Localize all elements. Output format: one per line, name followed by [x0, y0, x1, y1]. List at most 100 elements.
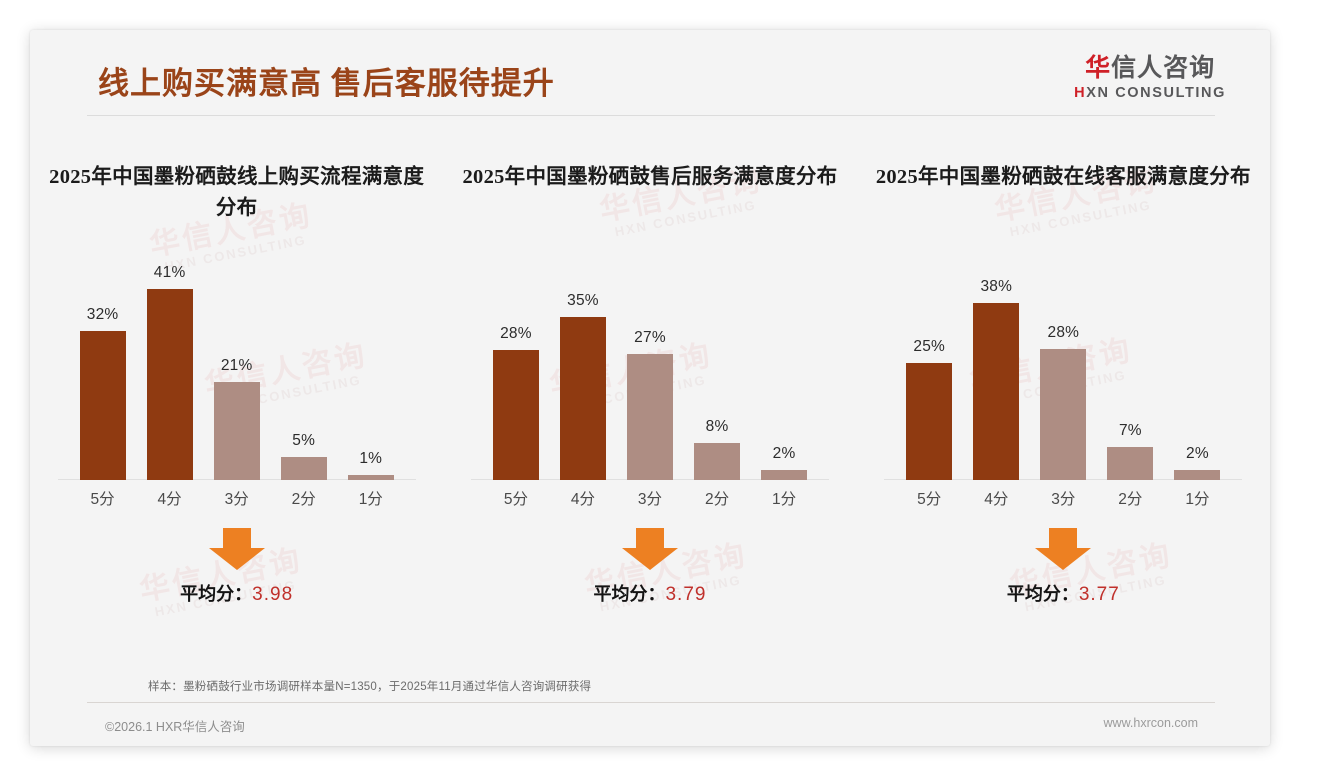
bar-chart: 32% 5分 41% 4分 21% 3分 5% [42, 244, 431, 514]
bar-value-label: 41% [153, 264, 186, 281]
bar-chart: 25% 5分 38% 4分 28% 3分 7% [869, 244, 1258, 514]
bar-value-label: 35% [567, 292, 599, 309]
average-score: 平均分：3.79 [593, 580, 706, 606]
bar-category-label: 1分 [1185, 491, 1210, 508]
bar-value-label: 2% [1186, 445, 1209, 462]
average-value: 3.98 [252, 584, 294, 605]
bar-value-label: 27% [634, 329, 666, 346]
chart-panel-online-service: 2025年中国墨粉硒鼓在线客服满意度分布 25% 5分 38% 4分 [857, 126, 1270, 646]
bar-series: 25% 5分 38% 4分 28% 3分 7% [900, 244, 1227, 508]
slide-header: 线上购买满意高 售后客服待提升 华信人咨询 HXN CONSULTING [30, 30, 1270, 116]
bar-series: 28% 5分 35% 4分 27% 3分 8% [486, 244, 814, 508]
arrow-down-icon [208, 528, 265, 570]
bar-category-label: 5分 [917, 491, 942, 508]
bar-rect[interactable] [694, 443, 741, 480]
bar-item[interactable]: 35% 4分 [554, 244, 613, 508]
average-block: 平均分：3.77 [869, 528, 1258, 620]
average-score: 平均分：3.77 [1007, 580, 1120, 606]
logo-cn-highlight: 华 [1085, 55, 1112, 82]
average-value: 3.77 [1078, 584, 1120, 605]
average-value: 3.79 [665, 584, 707, 605]
logo-chinese-text: 华信人咨询 [1074, 56, 1226, 81]
footer-divider [87, 702, 1215, 703]
bar-rect[interactable] [347, 475, 394, 480]
slide: 线上购买满意高 售后客服待提升 华信人咨询 HXN CONSULTING 华信人… [30, 30, 1270, 746]
bar-value-label: 2% [772, 445, 796, 462]
bar-category-label: 1分 [358, 491, 383, 508]
logo-en-highlight: H [1074, 85, 1087, 101]
bar-category-label: 5分 [503, 491, 528, 508]
bar-rect[interactable] [1040, 349, 1087, 480]
average-block: 平均分：3.79 [455, 528, 844, 620]
bar-rect[interactable] [906, 363, 953, 480]
bar-item[interactable]: 27% 3分 [621, 244, 680, 508]
bar-category-label: 3分 [1051, 491, 1076, 508]
bar-rect[interactable] [280, 457, 327, 480]
bar-category-label: 2分 [704, 491, 730, 508]
bar-item[interactable]: 21% 3分 [207, 244, 266, 508]
bar-category-label: 2分 [1118, 491, 1143, 508]
bar-item[interactable]: 32% 5分 [73, 244, 132, 508]
bar-rect[interactable] [1174, 470, 1221, 480]
chart-title: 2025年中国墨粉硒鼓在线客服满意度分布 [875, 166, 1251, 188]
bar-category-label: 2分 [291, 491, 316, 508]
bar-item[interactable]: 7% 2分 [1101, 244, 1160, 508]
arrow-down-icon [1035, 528, 1092, 570]
chart-title: 2025年中国墨粉硒鼓售后服务满意度分布 [462, 166, 838, 188]
logo-cn-rest: 信人咨询 [1111, 55, 1216, 82]
bar-item[interactable]: 25% 5分 [900, 244, 959, 508]
bar-rect[interactable] [761, 470, 808, 480]
bar-rect[interactable] [79, 331, 126, 480]
bar-item[interactable]: 28% 5分 [486, 244, 545, 508]
bar-rect[interactable] [559, 317, 606, 480]
bar-item[interactable]: 28% 3分 [1034, 244, 1093, 508]
bar-rect[interactable] [146, 289, 193, 480]
average-label: 平均分： [593, 584, 666, 604]
bar-value-label: 7% [1118, 422, 1142, 439]
bar-value-label: 32% [86, 306, 119, 323]
bar-rect[interactable] [492, 350, 539, 480]
bar-category-label: 3分 [637, 491, 663, 508]
company-logo: 华信人咨询 HXN CONSULTING [1074, 56, 1226, 101]
bar-rect[interactable] [1107, 447, 1154, 480]
sample-note: 样本：墨粉硒鼓行业市场调研样本量N=1350，于2025年11月通过华信人咨询调… [148, 681, 592, 693]
chart-title: 2025年中国墨粉硒鼓线上购买流程满意度分布 [49, 166, 425, 219]
chart-panel-online-purchase: 2025年中国墨粉硒鼓线上购买流程满意度分布 32% 5分 41% 4分 [30, 126, 443, 646]
bar-rect[interactable] [973, 303, 1020, 480]
bar-item[interactable]: 2% 1分 [755, 244, 814, 508]
bar-value-label: 25% [913, 338, 946, 355]
average-block: 平均分：3.98 [42, 528, 431, 620]
website-url: www.hxrcon.com [1103, 716, 1198, 730]
bar-value-label: 8% [705, 418, 729, 435]
bar-item[interactable]: 8% 2分 [688, 244, 747, 508]
bar-value-label: 1% [359, 450, 383, 467]
bar-value-label: 38% [980, 278, 1013, 295]
bar-value-label: 5% [292, 432, 316, 449]
bar-item[interactable]: 41% 4分 [140, 244, 199, 508]
average-label: 平均分： [180, 584, 253, 604]
average-label: 平均分： [1006, 584, 1079, 604]
charts-container: 2025年中国墨粉硒鼓线上购买流程满意度分布 32% 5分 41% 4分 [30, 126, 1270, 646]
bar-item[interactable]: 5% 2分 [274, 244, 333, 508]
bar-value-label: 21% [220, 357, 253, 374]
bar-value-label: 28% [1047, 324, 1080, 341]
bar-category-label: 4分 [984, 491, 1009, 508]
bar-series: 32% 5分 41% 4分 21% 3分 5% [73, 244, 400, 508]
bar-rect[interactable] [626, 354, 673, 480]
bar-category-label: 1分 [772, 491, 797, 508]
bar-rect[interactable] [213, 382, 260, 480]
bar-chart: 28% 5分 35% 4分 27% 3分 8% [455, 244, 844, 514]
copyright-text: ©2026.1 HXR华信人咨询 [105, 720, 245, 734]
bar-item[interactable]: 2% 1分 [1168, 244, 1227, 508]
chart-panel-after-sales: 2025年中国墨粉硒鼓售后服务满意度分布 28% 5分 35% 4分 [443, 126, 856, 646]
bar-category-label: 4分 [570, 491, 595, 508]
bar-item[interactable]: 38% 4分 [967, 244, 1026, 508]
average-score: 平均分：3.98 [180, 580, 293, 606]
bar-category-label: 5分 [90, 491, 115, 508]
bar-value-label: 28% [500, 325, 532, 342]
bar-item[interactable]: 1% 1分 [341, 244, 400, 508]
logo-en-rest: XN CONSULTING [1086, 85, 1226, 101]
header-divider [87, 115, 1215, 116]
bar-category-label: 3分 [224, 491, 249, 508]
page-title: 线上购买满意高 售后客服待提升 [98, 66, 555, 101]
